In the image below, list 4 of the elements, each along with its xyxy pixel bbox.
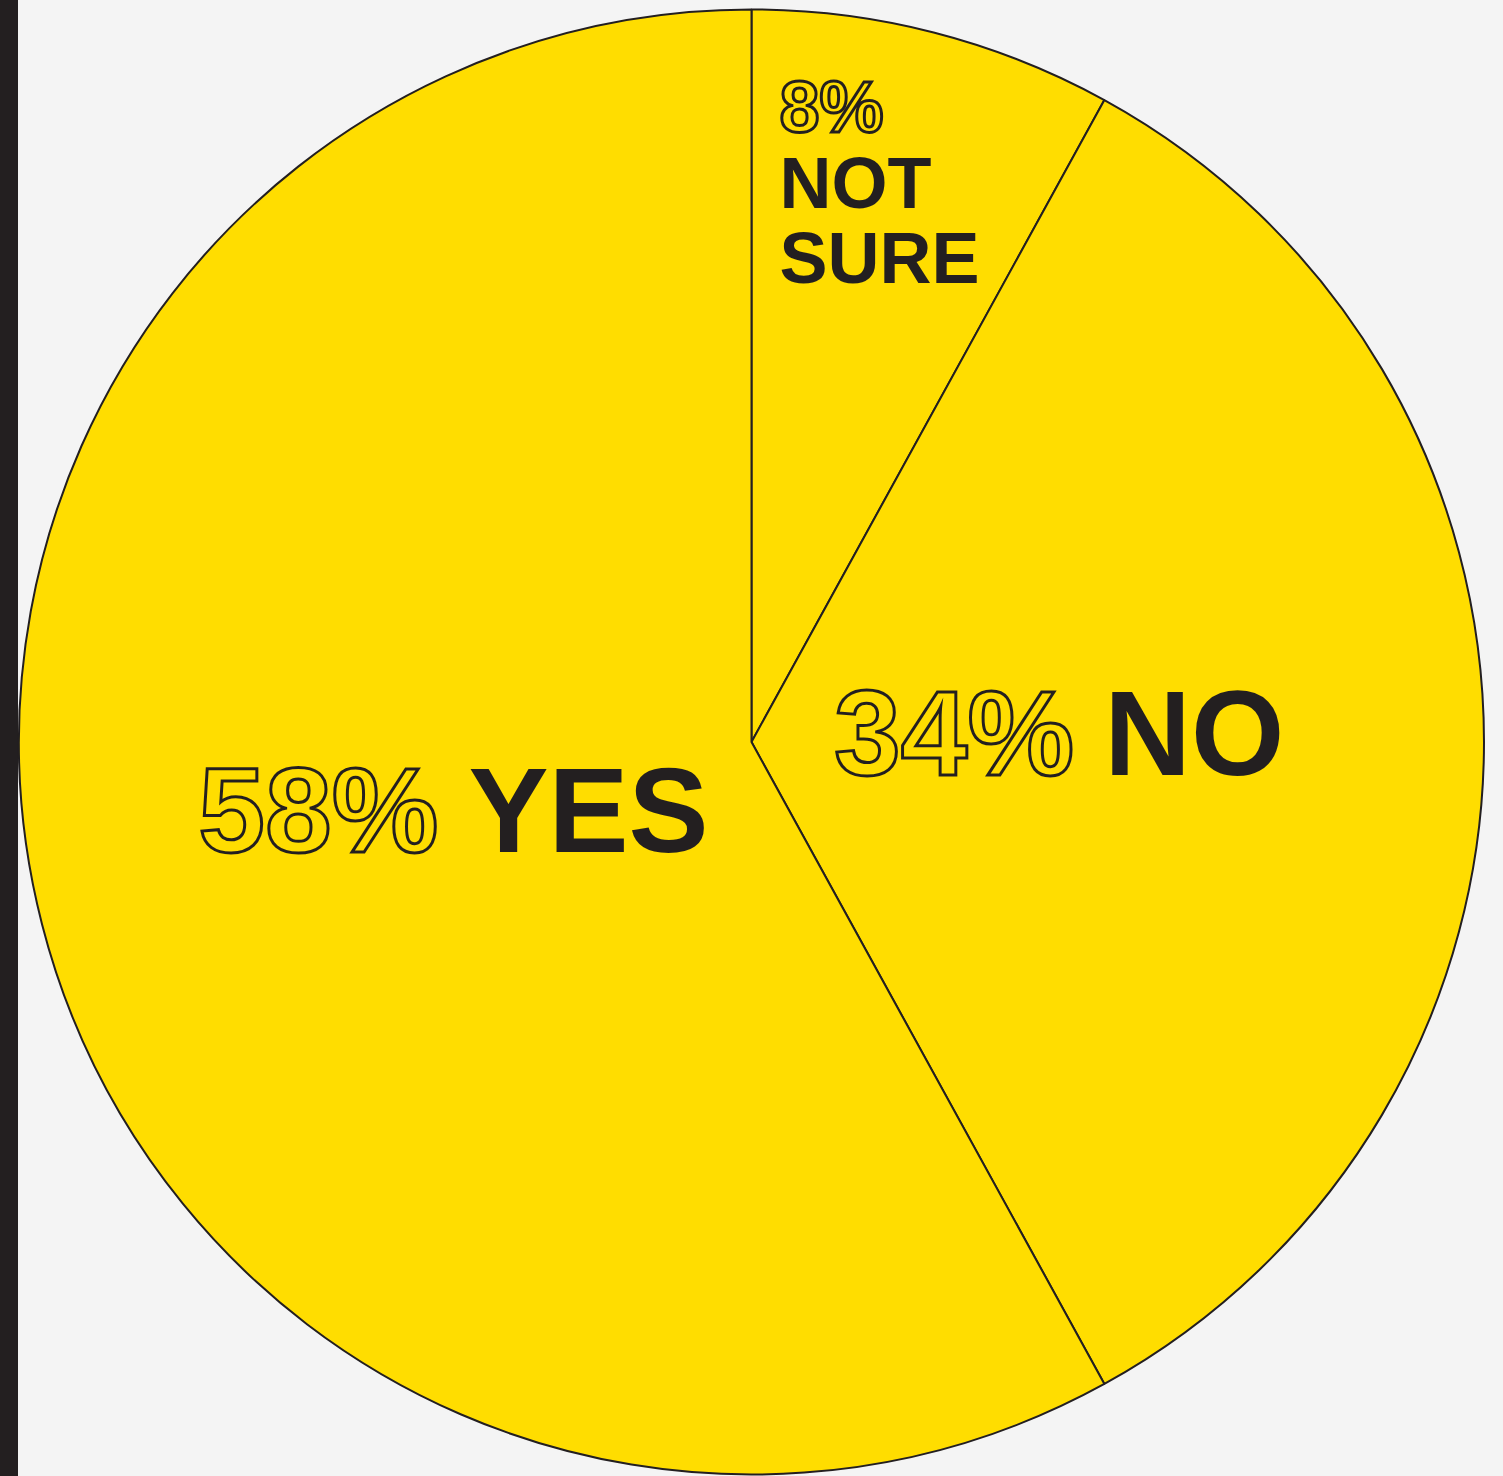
- slice-label: NO: [1104, 666, 1285, 801]
- data-label: 58%: [198, 742, 439, 877]
- slice-label: YES: [468, 742, 709, 877]
- data-label: 34%: [834, 666, 1075, 801]
